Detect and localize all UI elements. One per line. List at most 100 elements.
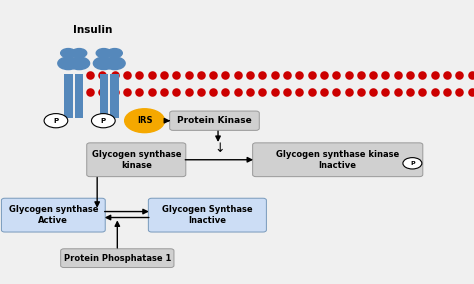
Point (173, 73, 180, 78)
Point (173, 90, 180, 95)
Point (394, 73, 401, 78)
Point (234, 90, 242, 95)
Circle shape (58, 57, 79, 70)
Point (456, 73, 463, 78)
Point (99, 73, 106, 78)
Point (320, 73, 328, 78)
Text: Glycogen synthase kinase
Inactive: Glycogen synthase kinase Inactive (276, 150, 400, 170)
Point (456, 90, 463, 95)
Point (443, 90, 451, 95)
Point (271, 90, 279, 95)
Circle shape (125, 109, 164, 133)
FancyBboxPatch shape (100, 74, 108, 94)
Point (86, 73, 94, 78)
Text: P: P (101, 118, 106, 124)
FancyBboxPatch shape (253, 143, 423, 177)
Point (394, 90, 401, 95)
Point (160, 90, 168, 95)
Point (345, 90, 352, 95)
Point (136, 90, 143, 95)
Point (136, 73, 143, 78)
FancyBboxPatch shape (1, 198, 105, 232)
Point (369, 90, 377, 95)
FancyBboxPatch shape (100, 92, 108, 118)
Point (246, 73, 254, 78)
Point (271, 73, 279, 78)
Point (259, 73, 266, 78)
Point (382, 90, 389, 95)
Text: Glycogen synthase
Active: Glycogen synthase Active (9, 205, 98, 225)
Point (283, 90, 291, 95)
Circle shape (91, 114, 115, 128)
Point (185, 90, 192, 95)
Circle shape (96, 49, 111, 58)
FancyBboxPatch shape (61, 249, 174, 268)
Point (431, 73, 438, 78)
FancyBboxPatch shape (64, 74, 73, 94)
Circle shape (44, 114, 68, 128)
Point (357, 90, 365, 95)
Point (382, 73, 389, 78)
Point (468, 73, 474, 78)
FancyBboxPatch shape (75, 74, 83, 94)
Point (308, 73, 315, 78)
Point (419, 73, 426, 78)
Point (185, 73, 192, 78)
Point (295, 73, 303, 78)
Point (197, 90, 205, 95)
FancyBboxPatch shape (75, 92, 83, 118)
FancyBboxPatch shape (148, 198, 266, 232)
Text: P: P (410, 161, 415, 166)
Point (210, 90, 217, 95)
Point (222, 90, 229, 95)
Circle shape (403, 158, 422, 169)
Point (308, 90, 315, 95)
FancyBboxPatch shape (170, 111, 259, 130)
Circle shape (107, 49, 122, 58)
Point (431, 90, 438, 95)
Point (283, 73, 291, 78)
Point (320, 90, 328, 95)
Circle shape (72, 49, 87, 58)
Point (468, 90, 474, 95)
Circle shape (93, 57, 114, 70)
Circle shape (104, 57, 125, 70)
Point (295, 90, 303, 95)
Point (357, 73, 365, 78)
Circle shape (61, 49, 76, 58)
Point (222, 73, 229, 78)
Point (332, 90, 340, 95)
Point (332, 73, 340, 78)
Point (234, 73, 242, 78)
Text: IRS: IRS (137, 116, 152, 125)
Point (123, 90, 131, 95)
Circle shape (69, 57, 90, 70)
Point (111, 73, 118, 78)
Text: Glycogen synthase
kinase: Glycogen synthase kinase (91, 150, 181, 170)
Point (369, 73, 377, 78)
Point (259, 90, 266, 95)
Point (123, 73, 131, 78)
Point (406, 90, 414, 95)
Point (345, 73, 352, 78)
Text: Protein Kinase: Protein Kinase (177, 116, 252, 125)
Text: Glycogen Synthase
Inactive: Glycogen Synthase Inactive (162, 205, 253, 225)
Point (99, 90, 106, 95)
Text: ↓: ↓ (214, 143, 225, 156)
Text: Protein Phosphatase 1: Protein Phosphatase 1 (64, 254, 171, 263)
Point (160, 73, 168, 78)
Point (148, 73, 155, 78)
Point (419, 90, 426, 95)
Text: Insulin: Insulin (73, 25, 112, 35)
Point (197, 73, 205, 78)
Point (443, 73, 451, 78)
Point (86, 90, 94, 95)
FancyBboxPatch shape (87, 143, 186, 177)
Text: P: P (54, 118, 58, 124)
Point (148, 90, 155, 95)
Point (246, 90, 254, 95)
FancyBboxPatch shape (110, 74, 119, 94)
Point (111, 90, 118, 95)
FancyBboxPatch shape (64, 92, 73, 118)
Point (210, 73, 217, 78)
